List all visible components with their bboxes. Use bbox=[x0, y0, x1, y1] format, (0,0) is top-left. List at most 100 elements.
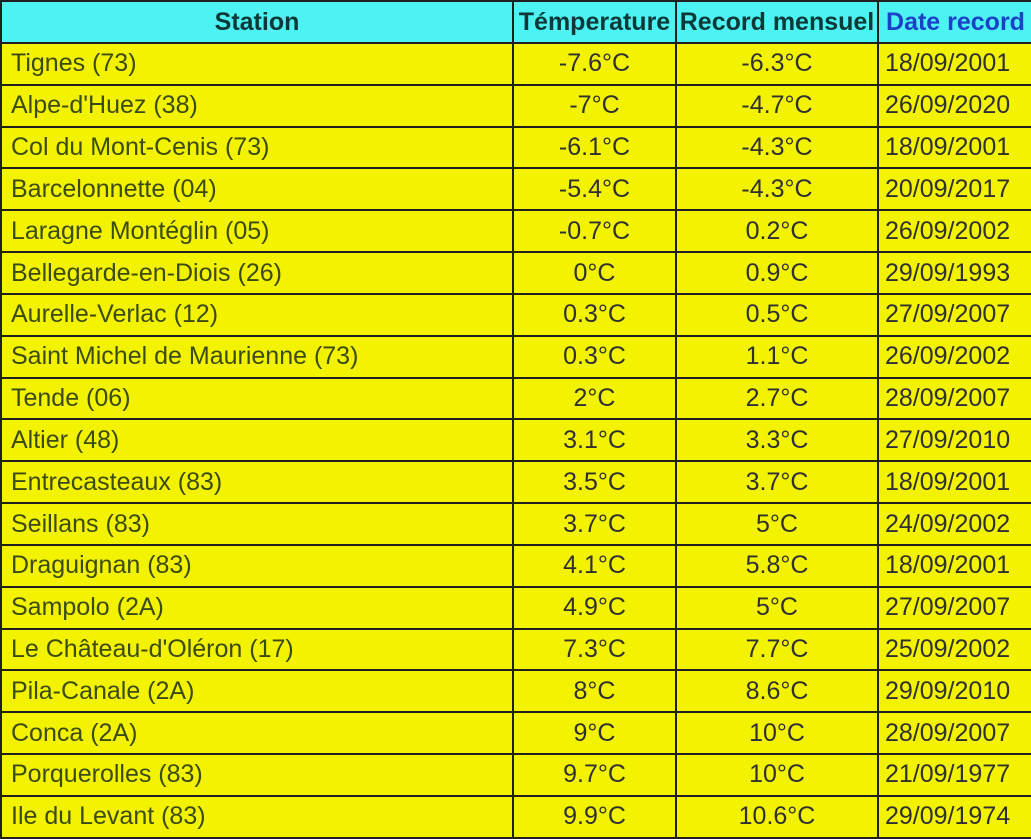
date-cell: 26/09/2002 bbox=[877, 334, 1031, 379]
record-cell: 7.7°C bbox=[675, 627, 879, 672]
table-row: Draguignan (83) 4.1°C 5.8°C 18/09/2001 bbox=[0, 543, 1031, 588]
temperature-cell: 3.1°C bbox=[512, 418, 677, 463]
station-cell: Altier (48) bbox=[0, 418, 514, 463]
record-cell: 10°C bbox=[675, 711, 879, 756]
record-cell: 8.6°C bbox=[675, 669, 879, 714]
temperature-cell: 9.7°C bbox=[512, 753, 677, 797]
temperature-cell: 9.9°C bbox=[512, 794, 677, 839]
date-cell: 21/09/1977 bbox=[877, 753, 1031, 797]
station-cell: Barcelonnette (04) bbox=[0, 167, 514, 212]
table-row: Sampolo (2A) 4.9°C 5°C 27/09/2007 bbox=[0, 585, 1031, 630]
table-row: Col du Mont-Cenis (73) -6.1°C -4.3°C 18/… bbox=[0, 125, 1031, 170]
station-cell: Saint Michel de Maurienne (73) bbox=[0, 334, 514, 379]
date-cell: 29/09/1993 bbox=[877, 251, 1031, 295]
station-cell: Alpe-d'Huez (38) bbox=[0, 83, 514, 128]
temperature-cell: 4.9°C bbox=[512, 585, 677, 630]
temperature-cell: 0.3°C bbox=[512, 334, 677, 379]
record-cell: -4.7°C bbox=[675, 83, 879, 128]
table-row: Ile du Levant (83) 9.9°C 10.6°C 29/09/19… bbox=[0, 794, 1031, 839]
record-cell: 5°C bbox=[675, 585, 879, 630]
record-cell: 10°C bbox=[675, 753, 879, 797]
date-cell: 29/09/2010 bbox=[877, 669, 1031, 714]
station-cell: Aurelle-Verlac (12) bbox=[0, 292, 514, 337]
table-header: Station Témperature Record mensuel Date … bbox=[0, 0, 1031, 44]
column-header-record-mensuel: Record mensuel bbox=[675, 0, 879, 44]
station-cell: Tende (06) bbox=[0, 376, 514, 421]
record-cell: 5°C bbox=[675, 502, 879, 546]
temperature-cell: -7°C bbox=[512, 83, 677, 128]
temperature-cell: -7.6°C bbox=[512, 42, 677, 86]
table-body: Tignes (73) -7.6°C -6.3°C 18/09/2001 Alp… bbox=[0, 42, 1031, 839]
temperature-cell: 3.7°C bbox=[512, 502, 677, 546]
date-cell: 29/09/1974 bbox=[877, 794, 1031, 839]
record-cell: 5.8°C bbox=[675, 543, 879, 588]
record-cell: 10.6°C bbox=[675, 794, 879, 839]
temperature-cell: 2°C bbox=[512, 376, 677, 421]
table-row: Porquerolles (83) 9.7°C 10°C 21/09/1977 bbox=[0, 753, 1031, 797]
date-cell: 26/09/2002 bbox=[877, 209, 1031, 254]
temperature-cell: 8°C bbox=[512, 669, 677, 714]
column-header-date-record: Date record bbox=[877, 0, 1031, 44]
date-cell: 20/09/2017 bbox=[877, 167, 1031, 212]
temperature-cell: 9°C bbox=[512, 711, 677, 756]
table-row: Tende (06) 2°C 2.7°C 28/09/2007 bbox=[0, 376, 1031, 421]
temperature-cell: -0.7°C bbox=[512, 209, 677, 254]
station-cell: Le Château-d'Oléron (17) bbox=[0, 627, 514, 672]
record-cell: -4.3°C bbox=[675, 167, 879, 212]
temperature-cell: -5.4°C bbox=[512, 167, 677, 212]
date-cell: 27/09/2007 bbox=[877, 585, 1031, 630]
record-cell: -4.3°C bbox=[675, 125, 879, 170]
table-row: Pila-Canale (2A) 8°C 8.6°C 29/09/2010 bbox=[0, 669, 1031, 714]
table-row: Tignes (73) -7.6°C -6.3°C 18/09/2001 bbox=[0, 42, 1031, 86]
table-row: Alpe-d'Huez (38) -7°C -4.7°C 26/09/2020 bbox=[0, 83, 1031, 128]
station-cell: Sampolo (2A) bbox=[0, 585, 514, 630]
date-cell: 18/09/2001 bbox=[877, 42, 1031, 86]
table-row: Altier (48) 3.1°C 3.3°C 27/09/2010 bbox=[0, 418, 1031, 463]
station-cell: Porquerolles (83) bbox=[0, 753, 514, 797]
date-cell: 24/09/2002 bbox=[877, 502, 1031, 546]
station-cell: Laragne Montéglin (05) bbox=[0, 209, 514, 254]
record-cell: 1.1°C bbox=[675, 334, 879, 379]
station-cell: Entrecasteaux (83) bbox=[0, 460, 514, 505]
temperature-cell: 7.3°C bbox=[512, 627, 677, 672]
date-cell: 18/09/2001 bbox=[877, 543, 1031, 588]
temperature-cell: 3.5°C bbox=[512, 460, 677, 505]
table-row: Le Château-d'Oléron (17) 7.3°C 7.7°C 25/… bbox=[0, 627, 1031, 672]
table-row: Conca (2A) 9°C 10°C 28/09/2007 bbox=[0, 711, 1031, 756]
date-cell: 25/09/2002 bbox=[877, 627, 1031, 672]
station-cell: Pila-Canale (2A) bbox=[0, 669, 514, 714]
record-cell: 3.7°C bbox=[675, 460, 879, 505]
date-cell: 27/09/2010 bbox=[877, 418, 1031, 463]
date-cell: 27/09/2007 bbox=[877, 292, 1031, 337]
date-cell: 18/09/2001 bbox=[877, 460, 1031, 505]
table-row: Aurelle-Verlac (12) 0.3°C 0.5°C 27/09/20… bbox=[0, 292, 1031, 337]
table-row: Bellegarde-en-Diois (26) 0°C 0.9°C 29/09… bbox=[0, 251, 1031, 295]
table-row: Seillans (83) 3.7°C 5°C 24/09/2002 bbox=[0, 502, 1031, 546]
table-row: Saint Michel de Maurienne (73) 0.3°C 1.1… bbox=[0, 334, 1031, 379]
table-row: Entrecasteaux (83) 3.5°C 3.7°C 18/09/200… bbox=[0, 460, 1031, 505]
table-row: Barcelonnette (04) -5.4°C -4.3°C 20/09/2… bbox=[0, 167, 1031, 212]
date-cell: 18/09/2001 bbox=[877, 125, 1031, 170]
table-row: Laragne Montéglin (05) -0.7°C 0.2°C 26/0… bbox=[0, 209, 1031, 254]
station-cell: Seillans (83) bbox=[0, 502, 514, 546]
temperature-cell: -6.1°C bbox=[512, 125, 677, 170]
record-cell: 2.7°C bbox=[675, 376, 879, 421]
station-cell: Draguignan (83) bbox=[0, 543, 514, 588]
date-cell: 28/09/2007 bbox=[877, 711, 1031, 756]
station-cell: Ile du Levant (83) bbox=[0, 794, 514, 839]
record-cell: 0.5°C bbox=[675, 292, 879, 337]
station-cell: Tignes (73) bbox=[0, 42, 514, 86]
temperature-cell: 4.1°C bbox=[512, 543, 677, 588]
column-header-station: Station bbox=[0, 0, 514, 44]
record-cell: 0.9°C bbox=[675, 251, 879, 295]
date-cell: 26/09/2020 bbox=[877, 83, 1031, 128]
record-cell: 3.3°C bbox=[675, 418, 879, 463]
header-row: Station Témperature Record mensuel Date … bbox=[0, 0, 1031, 44]
temperature-cell: 0°C bbox=[512, 251, 677, 295]
record-cell: 0.2°C bbox=[675, 209, 879, 254]
date-cell: 28/09/2007 bbox=[877, 376, 1031, 421]
column-header-temperature: Témperature bbox=[512, 0, 677, 44]
station-cell: Conca (2A) bbox=[0, 711, 514, 756]
station-cell: Bellegarde-en-Diois (26) bbox=[0, 251, 514, 295]
